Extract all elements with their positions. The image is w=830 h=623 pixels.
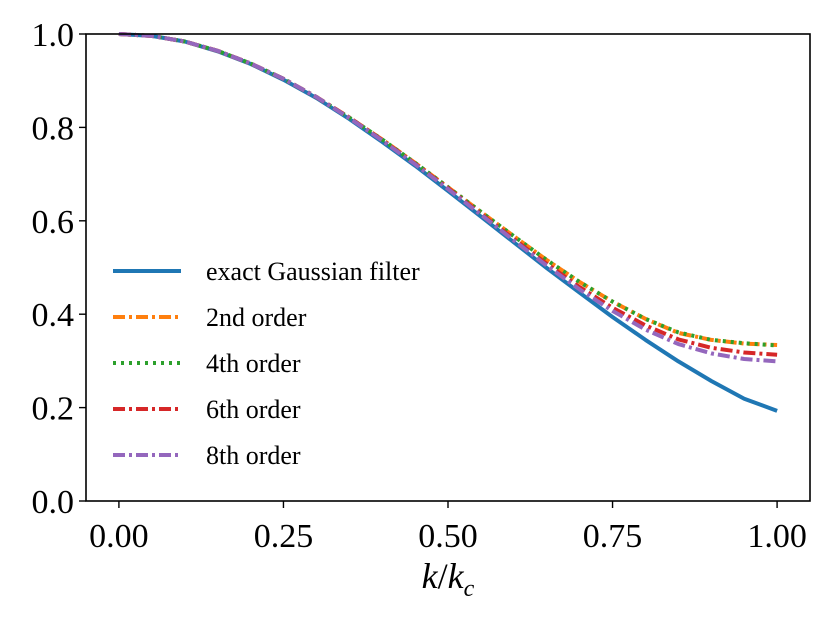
- x-tick-label: 0.00: [89, 518, 149, 555]
- x-tick-label: 1.00: [747, 518, 807, 555]
- x-tick-label: 0.50: [418, 518, 478, 555]
- x-tick-label: 0.25: [254, 518, 314, 555]
- legend: exact Gaussian filter 2nd order 4th order 6…: [113, 257, 420, 470]
- plot-area-frame: [85, 33, 811, 502]
- axis-ticks: 0.00 0.25 0.50 0.75 1.00 0.0 0.2 0.4 0.6 0.8 1.0: [32, 17, 807, 555]
- series-line-8th-order: [118, 32, 778, 364]
- y-tick-label: 0.2: [32, 391, 75, 428]
- x-tick-label: 0.75: [583, 518, 643, 555]
- x-axis-label-subscript: c: [464, 576, 475, 602]
- legend-label-exact-gaussian-filter: exact Gaussian filter: [206, 257, 420, 286]
- x-axis-label: k/kc: [422, 556, 475, 602]
- y-tick-label: 0.4: [32, 297, 75, 334]
- y-tick-label: 0.6: [32, 204, 75, 241]
- x-axis-label-slash: /: [438, 556, 448, 596]
- series-layer: [118, 32, 778, 413]
- legend-label-2nd-order: 2nd order: [206, 303, 307, 332]
- legend-label-6th-order: 6th order: [206, 395, 301, 424]
- x-axis-label-numerator: k: [422, 556, 439, 596]
- legend-label-8th-order: 8th order: [206, 441, 301, 470]
- x-axis-label-denominator: k: [448, 556, 465, 596]
- y-tick-label: 0.0: [32, 484, 75, 521]
- y-tick-label: 0.8: [32, 110, 75, 147]
- legend-label-4th-order: 4th order: [206, 349, 301, 378]
- y-tick-label: 1.0: [32, 17, 75, 54]
